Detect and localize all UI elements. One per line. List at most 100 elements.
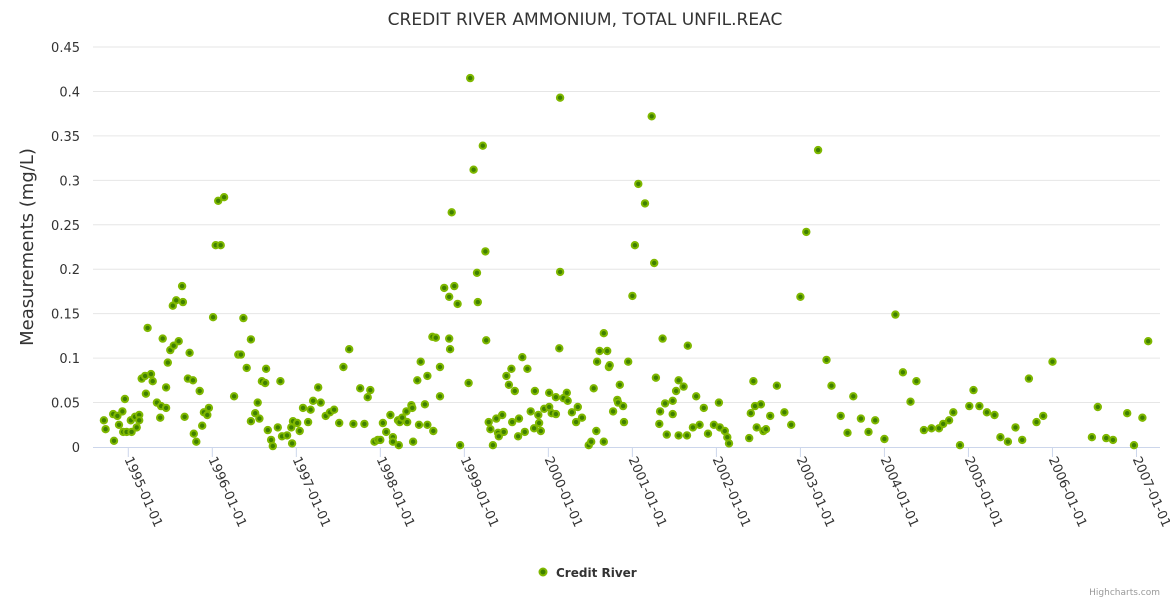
data-point[interactable] [927,424,936,433]
data-point[interactable] [674,376,683,385]
data-point[interactable] [802,227,811,237]
data-point[interactable] [329,405,339,414]
data-point[interactable] [599,437,608,446]
data-point[interactable] [1011,423,1020,432]
data-point[interactable] [484,417,493,427]
data-point[interactable] [523,364,532,373]
data-point[interactable] [394,441,403,450]
data-point[interactable] [469,165,478,174]
data-point[interactable] [1144,337,1153,346]
data-point[interactable] [261,378,270,388]
data-point[interactable] [1087,433,1097,442]
data-point[interactable] [273,423,282,432]
data-point[interactable] [555,93,565,102]
data-point[interactable] [308,396,318,405]
data-point[interactable] [488,441,498,450]
data-point[interactable] [695,420,704,429]
data-point[interactable] [634,179,643,189]
data-point[interactable] [429,426,438,436]
data-point[interactable] [388,437,398,446]
data-point[interactable] [746,409,755,418]
data-point[interactable] [335,418,344,428]
data-point[interactable] [534,418,544,428]
data-point[interactable] [472,268,482,277]
data-point[interactable] [114,420,124,429]
data-point[interactable] [662,430,671,439]
data-point[interactable] [435,362,445,372]
data-point[interactable] [204,403,214,413]
data-point[interactable] [628,291,637,301]
data-point[interactable] [203,410,212,420]
data-point[interactable] [536,426,545,436]
data-point[interactable] [376,435,385,445]
data-point[interactable] [587,437,596,446]
data-point[interactable] [965,401,974,411]
data-point[interactable] [605,361,614,370]
data-point[interactable] [749,377,758,386]
data-point[interactable] [216,241,225,250]
data-point[interactable] [843,428,852,437]
data-point[interactable] [378,418,388,428]
data-point[interactable] [473,297,482,307]
data-point[interactable] [251,409,260,418]
data-point[interactable] [408,437,418,446]
data-point[interactable] [562,388,571,397]
data-point[interactable] [413,376,422,385]
data-point[interactable] [668,409,677,419]
data-point[interactable] [174,337,183,346]
data-point[interactable] [440,283,449,293]
data-point[interactable] [386,410,395,420]
data-point[interactable] [692,392,701,401]
data-point[interactable] [668,396,677,405]
data-point[interactable] [603,346,612,356]
data-point[interactable] [253,398,262,407]
data-point[interactable] [507,364,516,373]
data-point[interactable] [163,358,173,367]
data-point[interactable] [450,281,459,291]
data-point[interactable] [132,423,141,432]
data-point[interactable] [445,345,455,354]
data-point[interactable] [1003,437,1013,446]
data-point[interactable] [724,439,734,448]
data-point[interactable] [571,417,581,427]
data-point[interactable] [955,441,965,450]
data-point[interactable] [298,403,308,413]
data-point[interactable] [836,411,845,421]
data-point[interactable] [864,427,873,437]
data-point[interactable] [756,400,766,409]
data-point[interactable] [127,427,136,437]
data-point[interactable] [109,436,119,445]
data-point[interactable] [1138,413,1147,422]
data-point[interactable] [261,364,271,373]
legend-item-credit-river[interactable]: Credit River [538,566,637,580]
data-point[interactable] [502,371,511,381]
data-point[interactable] [360,419,369,429]
data-point[interactable] [871,416,880,425]
data-point[interactable] [592,357,602,366]
data-point[interactable] [996,433,1005,442]
data-point[interactable] [1039,411,1048,421]
data-point[interactable] [679,382,688,391]
data-point[interactable] [555,344,564,353]
data-point[interactable] [615,380,624,389]
data-point[interactable] [185,348,194,357]
data-point[interactable] [619,417,629,427]
data-point[interactable] [455,441,465,450]
data-point[interactable] [545,388,554,397]
data-point[interactable] [229,392,239,401]
data-point[interactable] [1024,374,1034,383]
data-point[interactable] [898,368,908,377]
data-point[interactable] [703,429,713,438]
data-point[interactable] [513,432,523,441]
data-point[interactable] [822,355,831,365]
data-point[interactable] [445,292,454,301]
data-point[interactable] [295,426,304,436]
data-point[interactable] [276,377,285,386]
data-point[interactable] [366,385,375,395]
data-point[interactable] [780,408,789,417]
data-point[interactable] [219,193,229,202]
data-point[interactable] [674,431,683,440]
data-point[interactable] [529,424,539,433]
data-point[interactable] [246,335,256,344]
data-point[interactable] [172,296,181,305]
